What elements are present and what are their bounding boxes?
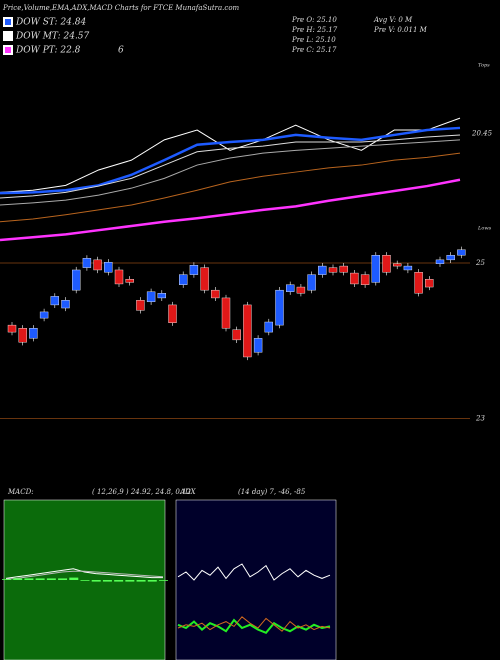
candle (446, 254, 455, 261)
candle (382, 254, 391, 273)
candle (104, 261, 113, 273)
candle (275, 289, 284, 326)
candle (178, 274, 188, 285)
candle (39, 311, 49, 319)
candle (189, 265, 199, 275)
candle (360, 274, 370, 285)
candle (146, 291, 156, 303)
macd-subtitle: ( 12,26,9 ) 24.92, 24.8, 0.12 (92, 488, 192, 496)
candle (232, 329, 241, 341)
histogram-bar (147, 580, 157, 582)
line (0, 126, 461, 195)
histogram-bar (46, 578, 56, 580)
legend-label: DOW PT: 22.8 (15, 46, 81, 56)
candle (393, 263, 402, 267)
adx-title: ADX (179, 488, 197, 496)
candle (339, 265, 348, 273)
candle (403, 265, 413, 271)
macd-title: MACD: (7, 488, 34, 496)
candle (211, 289, 220, 299)
candle (425, 279, 434, 288)
line (5, 570, 164, 580)
candle (435, 259, 445, 264)
candle (414, 272, 423, 294)
histogram-bar (114, 580, 124, 582)
line (0, 152, 461, 223)
y-tick-label: 20.45 (471, 130, 493, 138)
histogram-bar (35, 578, 45, 580)
y-tick-label: 25 (475, 259, 485, 267)
line (0, 178, 461, 242)
y-tick-label: 23 (475, 414, 485, 422)
line (177, 616, 331, 632)
histogram-bar (13, 578, 23, 580)
candle (318, 265, 327, 275)
candle (93, 259, 102, 271)
candle (71, 269, 81, 291)
line (0, 134, 461, 199)
legend-swatch (5, 33, 11, 39)
candle (61, 300, 70, 309)
candle (286, 284, 295, 292)
info: Pre L: 25.10 (291, 36, 336, 44)
line (0, 139, 461, 206)
histogram-bar (2, 579, 11, 580)
candle (29, 328, 38, 339)
candle (18, 328, 27, 343)
histogram-bar (58, 578, 68, 580)
info: Pre C: 25.17 (291, 46, 337, 54)
candle (350, 272, 359, 285)
candle (371, 254, 380, 283)
legend-swatch (5, 19, 11, 25)
candle (328, 267, 338, 273)
candle (168, 304, 177, 323)
annotation: Tops (478, 63, 490, 69)
candle (125, 279, 134, 283)
histogram-bar (69, 577, 79, 580)
line (177, 618, 331, 634)
annotation: Lows (477, 226, 492, 232)
histogram-bar (102, 580, 112, 582)
candle (50, 296, 59, 306)
candle (457, 249, 466, 256)
candle (264, 321, 273, 333)
info: Avg V: 0 M (373, 16, 413, 24)
histogram-bar (80, 580, 90, 581)
candle (157, 293, 167, 299)
candle (7, 324, 17, 333)
info: Pre H: 25.17 (291, 26, 338, 34)
adx-panel (175, 499, 337, 660)
extra: 6 (118, 46, 124, 56)
info: Pre V: 0.011 M (373, 26, 428, 34)
adx-subtitle: (14 day) 7, -46, -85 (238, 488, 306, 496)
candle (200, 267, 209, 291)
title: Price,Volume,EMA,ADX,MACD Charts for FTC… (2, 4, 240, 12)
info: Pre O: 25.10 (291, 16, 337, 24)
candle (114, 269, 124, 285)
histogram-bar (136, 580, 146, 582)
candle (253, 338, 263, 353)
histogram-bar (125, 580, 135, 582)
line (5, 568, 163, 579)
legend-swatch (5, 47, 11, 53)
legend-label: DOW MT: 24.57 (15, 32, 90, 42)
candle (221, 297, 231, 329)
legend-label: DOW ST: 24.84 (15, 18, 86, 28)
candle (82, 258, 92, 268)
candle (136, 300, 145, 311)
line (177, 563, 331, 581)
candle (243, 304, 252, 358)
histogram-bar (91, 580, 101, 582)
candle (296, 286, 306, 294)
candle (307, 274, 316, 291)
histogram-bar (159, 580, 168, 581)
histogram-bar (24, 578, 34, 580)
